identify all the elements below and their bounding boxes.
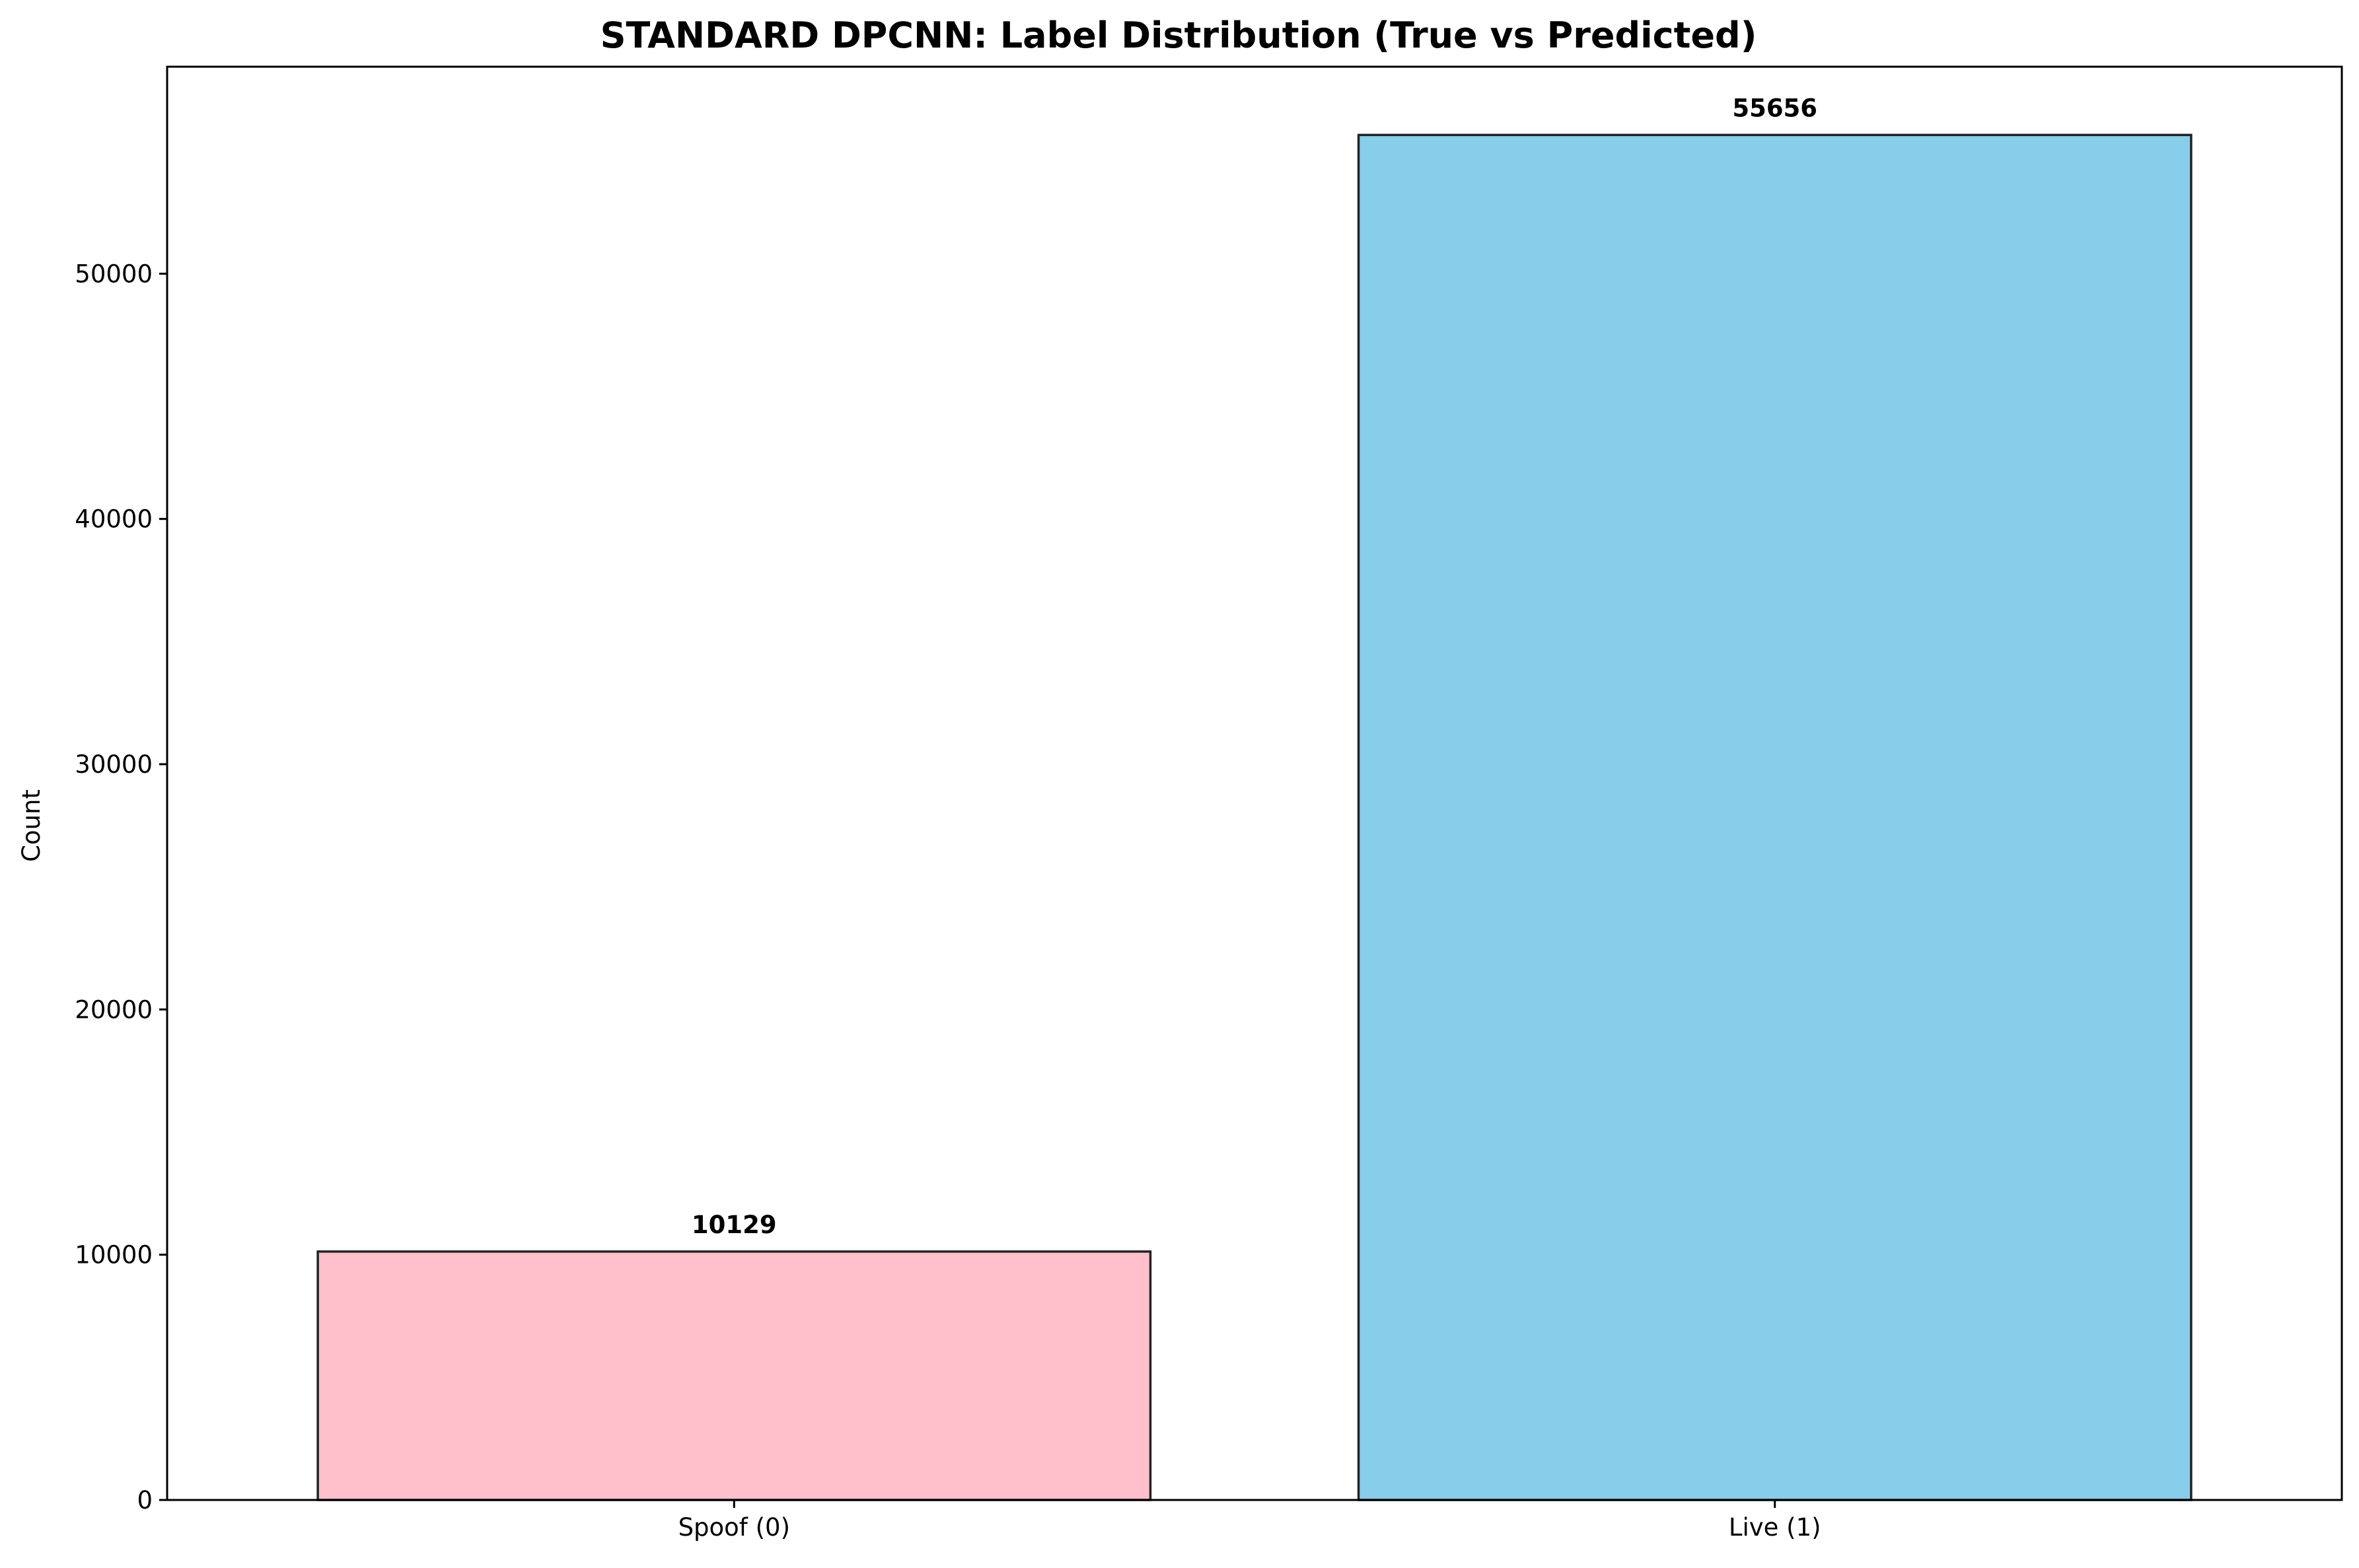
bar-live bbox=[1357, 133, 2193, 1501]
bar-spoof bbox=[316, 1250, 1152, 1501]
y-tick-label: 30000 bbox=[75, 750, 153, 779]
bar-value-label: 10129 bbox=[692, 1211, 777, 1239]
x-tick-label: Spoof (0) bbox=[678, 1513, 790, 1542]
bars-group bbox=[316, 133, 2193, 1501]
value-labels-group: 10129 55656 bbox=[692, 94, 1817, 1239]
plot-frame bbox=[166, 65, 2343, 1501]
chart-title: STANDARD DPCNN: Label Distribution (True… bbox=[600, 15, 1757, 56]
y-axis-label: Count bbox=[17, 789, 46, 862]
y-tick-label: 10000 bbox=[75, 1241, 153, 1269]
axes-group: 0 10000 20000 30000 40000 50000 Spoof (0) Live … bbox=[75, 65, 2343, 1542]
y-tick-label: 50000 bbox=[75, 260, 153, 288]
y-tick-label: 40000 bbox=[75, 505, 153, 534]
y-tick-label: 0 bbox=[137, 1486, 153, 1515]
x-tick-label: Live (1) bbox=[1729, 1513, 1821, 1542]
y-tick-label: 20000 bbox=[75, 995, 153, 1024]
bar-value-label: 55656 bbox=[1732, 94, 1817, 122]
